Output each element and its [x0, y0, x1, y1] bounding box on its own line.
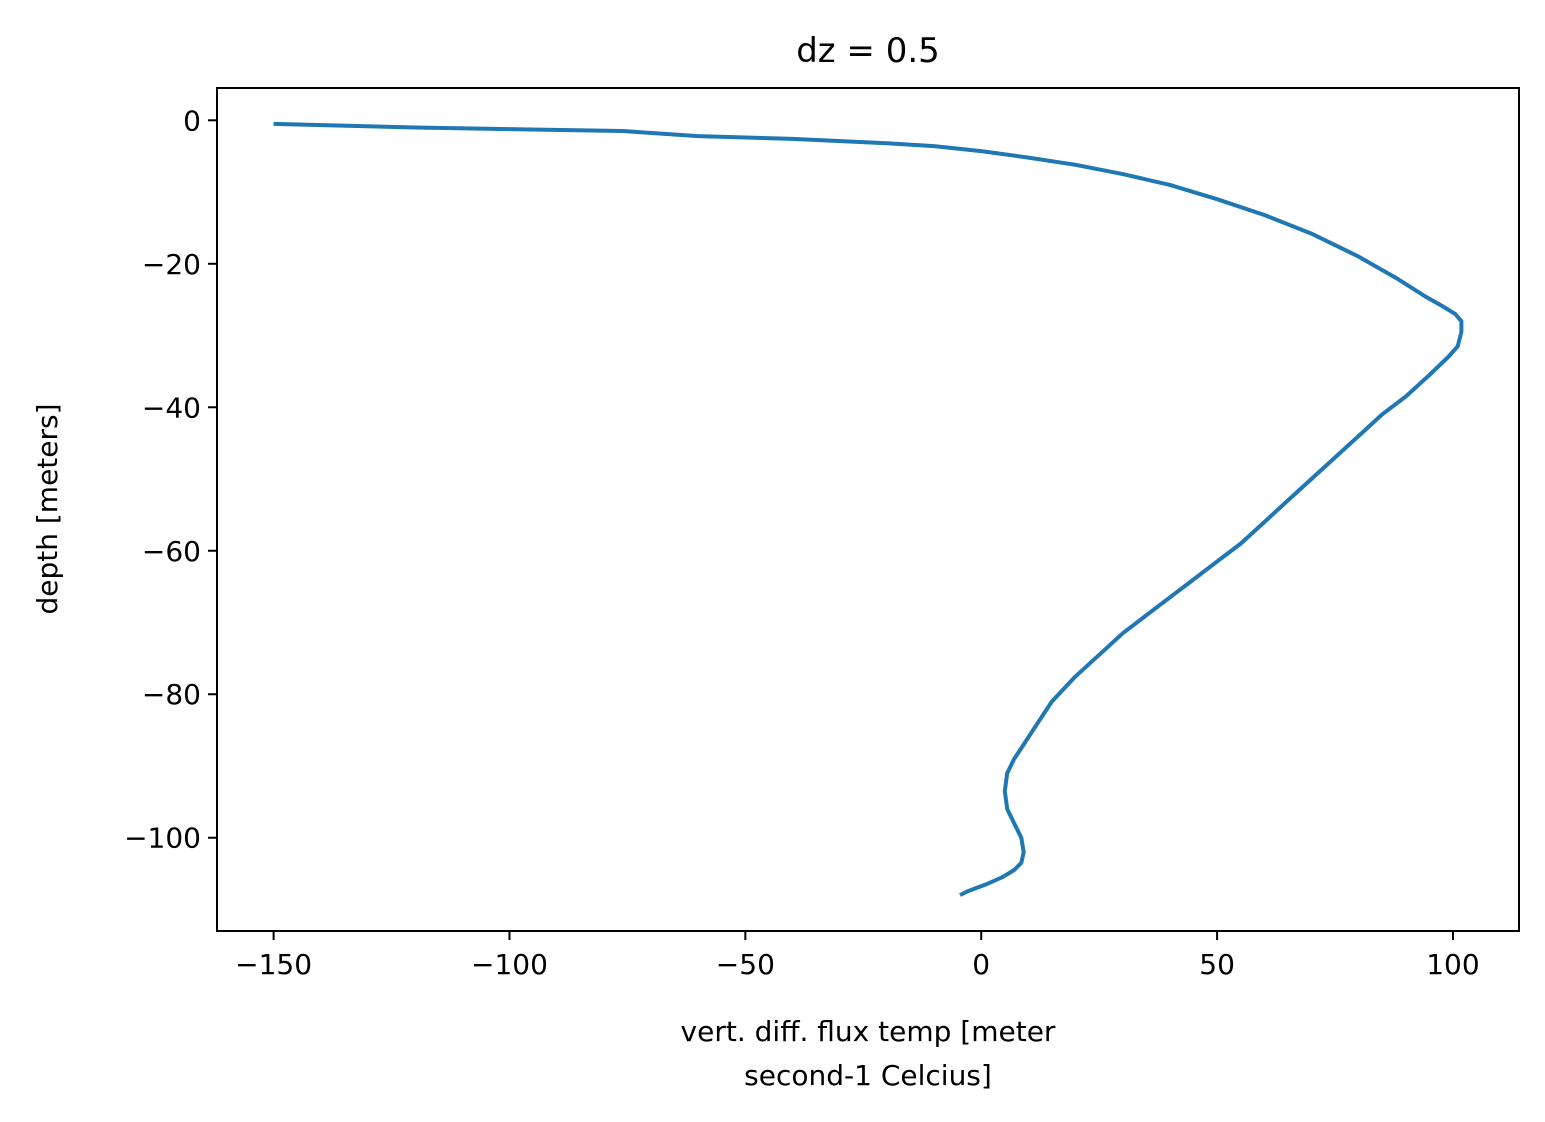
- y-tick-label: −80: [142, 678, 201, 711]
- x-axis-label-line-1: vert. diff. flux temp [meter: [681, 1015, 1056, 1048]
- x-axis-label-line-2: second-1 Celcius]: [744, 1059, 992, 1092]
- x-tick-label: 50: [1199, 948, 1235, 981]
- y-tick-label: 0: [183, 104, 201, 137]
- y-tick-label: −60: [142, 535, 201, 568]
- x-axis-ticks: −150 −100 −50 0 50 100: [235, 931, 1480, 981]
- y-axis-label: depth [meters]: [31, 403, 64, 614]
- x-tick-label: 0: [972, 948, 990, 981]
- x-tick-label: 100: [1426, 948, 1479, 981]
- plot-marks: [273, 121, 1464, 897]
- y-tick-label: −100: [124, 822, 201, 855]
- chart-title: dz = 0.5: [796, 31, 940, 71]
- x-tick-label: −150: [235, 948, 312, 981]
- y-tick-label: −20: [142, 248, 201, 281]
- plot-frame: [216, 87, 1520, 932]
- y-tick-label: −40: [142, 391, 201, 424]
- series-line-0: [273, 121, 1464, 897]
- x-tick-label: −50: [716, 948, 775, 981]
- x-tick-label: −100: [471, 948, 548, 981]
- y-axis-ticks: 0 −20 −40 −60 −80 −100: [124, 104, 217, 855]
